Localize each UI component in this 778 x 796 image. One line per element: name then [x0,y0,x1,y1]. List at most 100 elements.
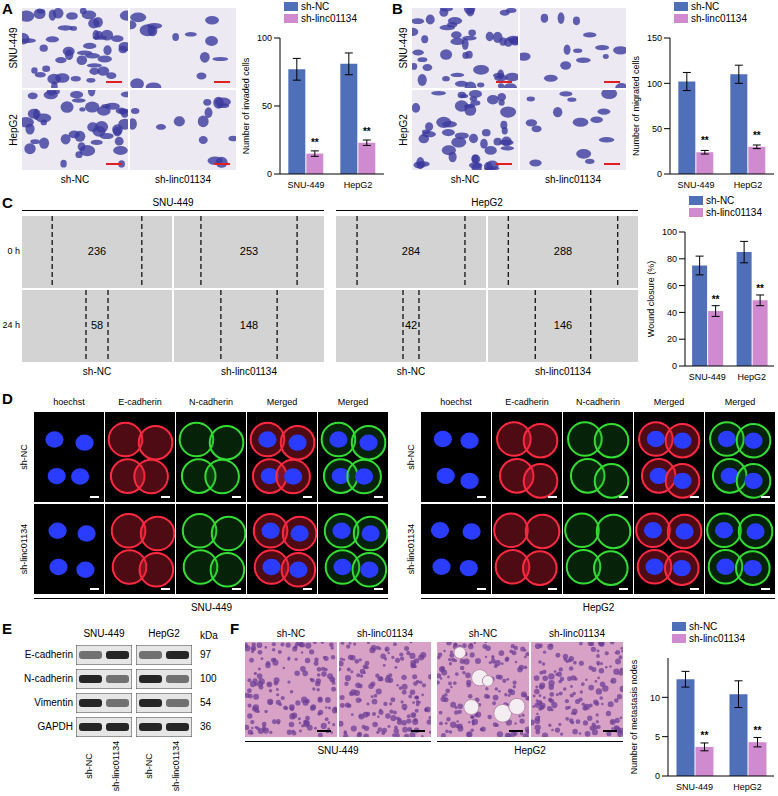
html-text:sh-NC: sh-NC [82,366,112,377]
html-text:SNU-449: SNU-449 [152,197,194,208]
html-text:SNU-449: SNU-449 [317,745,359,756]
html-text:146: 146 [553,319,573,331]
html-text:HepG2: HepG2 [471,197,503,208]
html-text:54: 54 [200,697,212,708]
html-text:kDa: kDa [200,630,218,641]
html-text:sh-NC: sh-NC [144,753,155,779]
html-text:sh-NC: sh-NC [84,753,95,779]
html-text:HepG2: HepG2 [514,745,546,756]
html-text:Wound closure (%): Wound closure (%) [646,260,657,338]
html-text:Number of invaded cells: Number of invaded cells [241,57,252,155]
html-text:B: B [392,0,403,17]
html-text:sh-linc01134: sh-linc01134 [221,366,277,377]
svg-text:**: ** [754,725,762,736]
html-text:sh-NC: sh-NC [60,174,90,185]
html-text:sh-linc01134: sh-linc01134 [549,628,605,639]
html-text:sh-NC: sh-NC [689,620,718,632]
svg-text:150: 150 [647,33,662,43]
svg-text:40: 40 [667,308,677,318]
svg-text:20: 20 [667,334,677,344]
html-text:sh-linc01134: sh-linc01134 [545,174,601,185]
html-text:C: C [2,194,13,211]
svg-text:0: 0 [267,169,272,179]
html-text:Vimentin: Vimentin [34,697,73,708]
html-text:sh-NC: sh-NC [396,366,426,377]
html-text:sh-linc01134: sh-linc01134 [357,628,413,639]
html-text:sh-NC: sh-NC [276,628,306,639]
svg-text:**: ** [753,130,761,141]
svg-text:**: ** [712,294,720,305]
html-text:hoechst: hoechst [53,397,85,407]
html-text:sh-linc01134: sh-linc01134 [689,632,745,644]
html-text:SNU-449: SNU-449 [190,602,233,613]
svg-text:**: ** [701,135,709,146]
html-text:58: 58 [90,319,104,331]
svg-text:10: 10 [650,693,660,703]
html-text:236: 236 [87,245,107,257]
html-text:sh-linc01134: sh-linc01134 [535,366,591,377]
html-text:E-cadherin: E-cadherin [24,649,73,660]
html-text:24 h: 24 h [2,320,20,330]
svg-text:HepG2: HepG2 [344,180,373,190]
html-text:sh-linc01134: sh-linc01134 [691,12,747,24]
html-text:D: D [2,390,13,407]
svg-text:SNU-449: SNU-449 [677,180,714,190]
html-text:284: 284 [401,245,421,257]
svg-text:HepG2: HepG2 [734,180,763,190]
html-text:sh-NC: sh-NC [19,444,30,470]
svg-text:SNU-449: SNU-449 [689,372,726,382]
html-text:sh-linc01134: sh-linc01134 [301,12,357,24]
html-text:Number of migrated cells: Number of migrated cells [631,56,642,156]
html-text:GAPDH: GAPDH [37,721,73,732]
html-text:SNU-449: SNU-449 [83,628,125,639]
svg-text:0: 0 [672,361,677,371]
html-text:HepG2: HepG2 [397,114,409,146]
svg-text:50: 50 [652,124,662,134]
svg-text:HepG2: HepG2 [737,372,766,382]
html-text:N-cadherin: N-cadherin [24,673,73,684]
html-text:97: 97 [200,649,212,660]
svg-text:SNU-449: SNU-449 [676,782,713,792]
html-text:sh-NC: sh-NC [406,444,417,470]
html-text:sh-linc01134: sh-linc01134 [111,740,122,792]
html-text:sh-linc01134: sh-linc01134 [155,174,211,185]
html-text:sh-linc01134: sh-linc01134 [171,740,182,792]
svg-text:**: ** [363,126,371,137]
svg-text:**: ** [701,730,709,741]
svg-text:5: 5 [655,732,660,742]
svg-text:**: ** [756,283,764,294]
html-text:288: 288 [553,245,573,257]
html-text:HepG2: HepG2 [582,602,615,613]
html-text:42: 42 [404,319,418,331]
html-text:sh-NC: sh-NC [450,174,480,185]
svg-text:HepG2: HepG2 [733,782,762,792]
html-text:36: 36 [200,721,212,732]
html-text:HepG2: HepG2 [7,114,19,146]
svg-text:100: 100 [647,79,662,89]
html-text:sh-linc01134: sh-linc01134 [406,523,417,575]
svg-text:100: 100 [257,33,272,43]
html-text:sh-NC: sh-NC [706,194,735,206]
svg-text:50: 50 [262,101,272,111]
html-text:Number of metastasis nodes: Number of metastasis nodes [629,659,640,775]
html-text:100: 100 [200,673,217,684]
svg-text:100: 100 [662,227,677,237]
svg-text:SNU-449: SNU-449 [287,180,324,190]
html-text:0 h: 0 h [7,246,20,256]
html-text:SNU-449: SNU-449 [7,27,19,69]
svg-text:0: 0 [655,771,660,781]
html-text:sh-NC: sh-NC [691,0,720,12]
html-text:SNU-449: SNU-449 [397,27,409,69]
html-text:sh-linc01134: sh-linc01134 [706,206,762,218]
svg-text:**: ** [311,137,319,148]
svg-text:60: 60 [667,281,677,291]
html-text:sh-linc01134: sh-linc01134 [19,523,30,575]
html-text:A: A [2,0,13,17]
html-text:253: 253 [239,245,259,257]
html-text:148: 148 [239,319,259,331]
html-text:sh-NC: sh-NC [468,628,498,639]
html-text:sh-NC: sh-NC [301,0,330,12]
svg-text:80: 80 [667,254,677,264]
html-text:HepG2: HepG2 [148,628,180,639]
svg-text:0: 0 [657,169,662,179]
